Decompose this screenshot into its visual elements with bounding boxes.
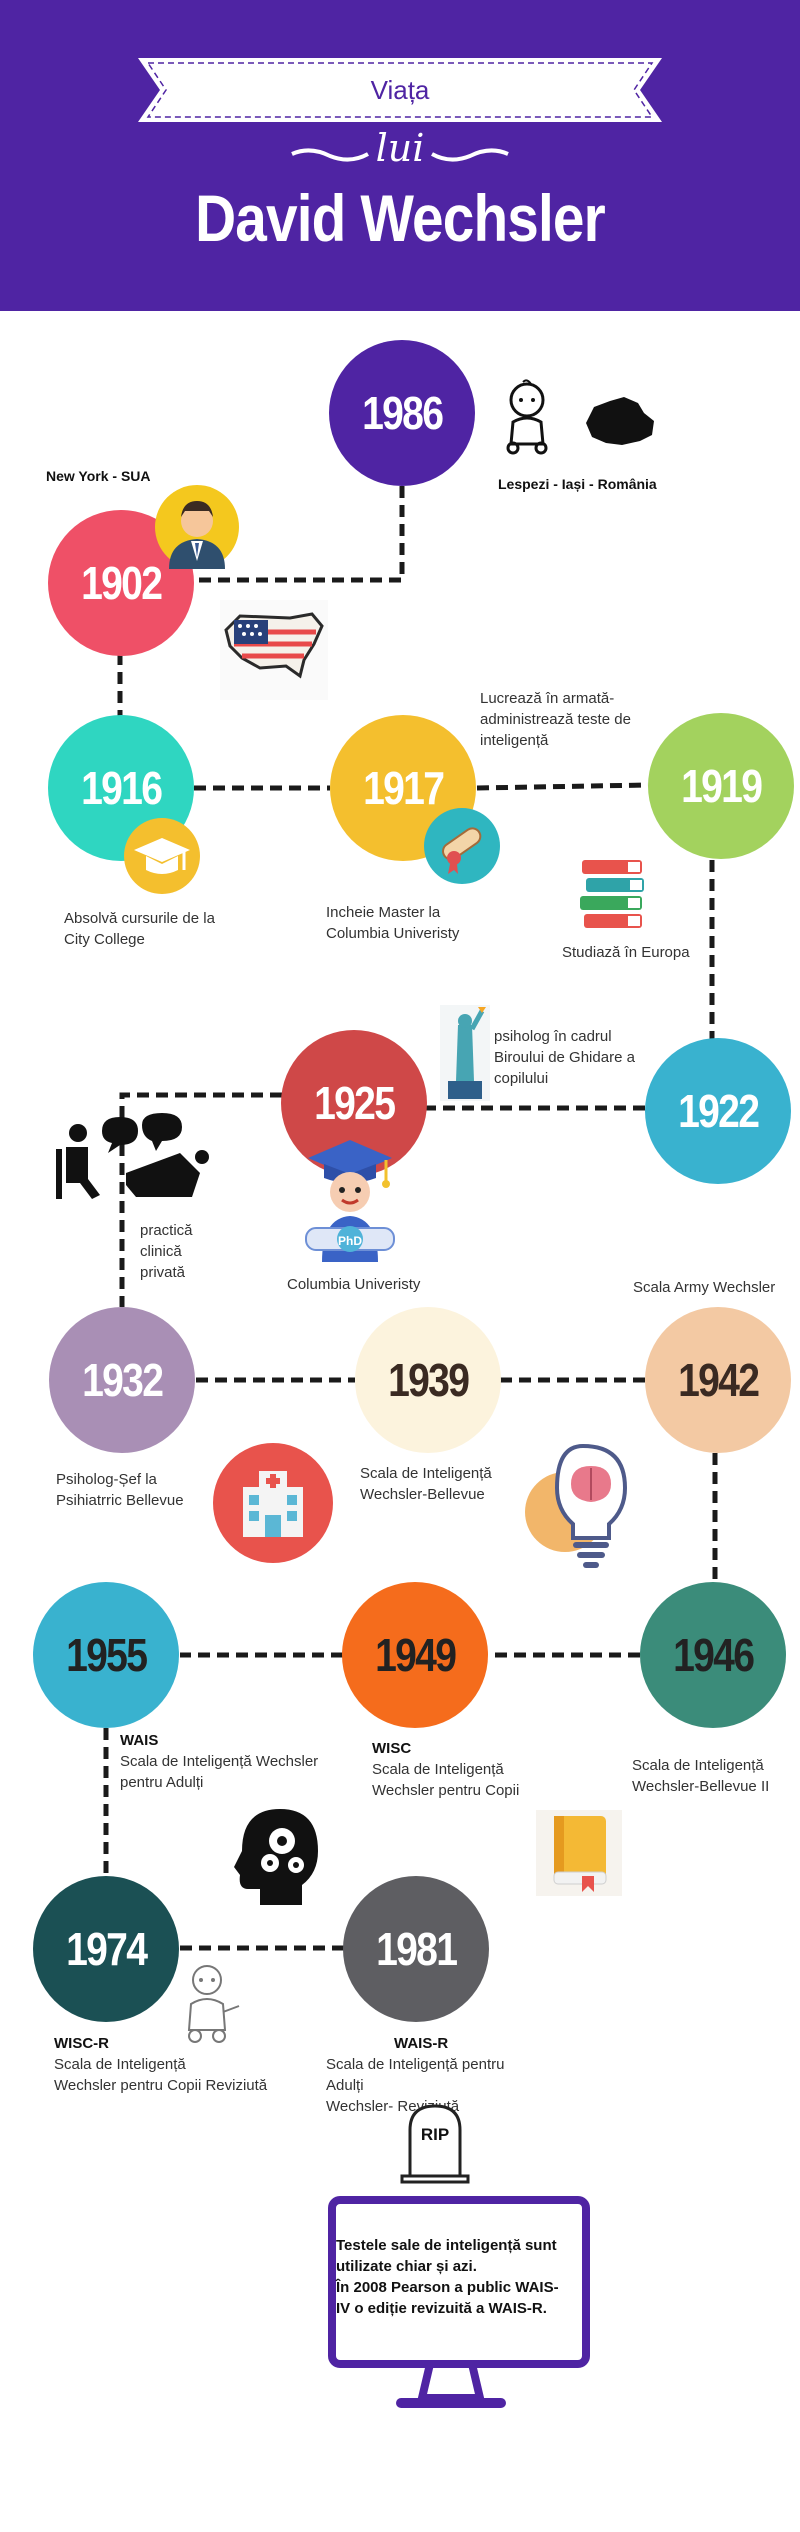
baby-icon [506, 379, 548, 455]
year-circle-1932: 1932 [49, 1307, 195, 1453]
birthplace-label: Lespezi - Iași - România [498, 476, 657, 492]
page-title: David Wechsler [195, 181, 606, 255]
year-circle-1949: 1949 [342, 1582, 488, 1728]
rip-text: RIP [420, 2125, 450, 2144]
left-swash-ornament [291, 148, 369, 162]
man-avatar-icon [155, 485, 239, 569]
hospital-icon [213, 1443, 333, 1563]
army-label: Lucrează în armată-administrează teste d… [480, 690, 631, 749]
year-circle-1955: 1955 [33, 1582, 179, 1728]
phd-university-label: Columbia Univeristy [287, 1276, 421, 1293]
banner-title: Viața [370, 75, 430, 105]
books-icon [580, 860, 644, 928]
year-circle-1939: 1939 [355, 1307, 501, 1453]
master-label: Incheie Master la Columbia Univeristy [326, 904, 460, 942]
header-banner [0, 0, 800, 311]
closing-note: Testele sale de inteligență sunt utiliza… [336, 2237, 559, 2317]
monitor-icon [328, 2196, 590, 2368]
statue-of-liberty-icon [440, 1005, 490, 1101]
monitor-stand-icon [396, 2364, 506, 2408]
right-swash-ornament [431, 148, 509, 162]
wisc-label: WISC Scala de Inteligență Wechsler pentru … [372, 1740, 520, 1799]
year-circle-1946: 1946 [640, 1582, 786, 1728]
therapy-session-icon [56, 1113, 209, 1199]
europe-label: Studiază în Europa [562, 944, 690, 961]
romania-map-icon [586, 397, 654, 445]
phd-graduate-icon [305, 1140, 395, 1262]
tombstone-icon [400, 2104, 470, 2184]
city-college-label: Absolvă cursurile de la City College [64, 910, 215, 948]
head-gears-icon [234, 1809, 318, 1905]
army-scale-label: Scala Army Wechsler [633, 1279, 776, 1296]
new-york-label: New York - SUA [46, 468, 151, 484]
subtitle: lui [375, 126, 425, 170]
year-circle-1986: 1986 [329, 340, 475, 486]
brain-bulb-icon [525, 1443, 628, 1568]
usa-flag-map-icon [220, 600, 328, 700]
phd-badge-text: PhD [338, 1234, 362, 1248]
year-circle-1974: 1974 [33, 1876, 179, 2022]
wais-label: WAIS Scala de Inteligență Wechsler pentru … [120, 1732, 319, 1791]
year-circle-1942: 1942 [645, 1307, 791, 1453]
wechsler-bellevue-ii-label: Scala de Inteligență Wechsler-Bellevue II [632, 1757, 770, 1795]
graduation-cap-icon [124, 818, 200, 894]
private-practice-label: practică clinică privată [140, 1222, 193, 1281]
book-icon [536, 1810, 622, 1896]
wechsler-bellevue-label: Scala de Inteligență Wechsler-Bellevue [360, 1465, 492, 1503]
year-circle-1922: 1922 [645, 1038, 791, 1184]
ribbon-banner [138, 58, 662, 122]
bellevue-chief-label: Psiholog-Șef la Psihiatrric Bellevue [56, 1471, 184, 1509]
wisc-r-label: WISC-R Scala de Inteligență Wechsler pentr… [54, 2035, 268, 2094]
year-circle-1981: 1981 [343, 1876, 489, 2022]
diploma-icon [424, 808, 500, 884]
child-drawing-icon [187, 1965, 240, 2043]
year-circle-1919: 1919 [648, 713, 794, 859]
